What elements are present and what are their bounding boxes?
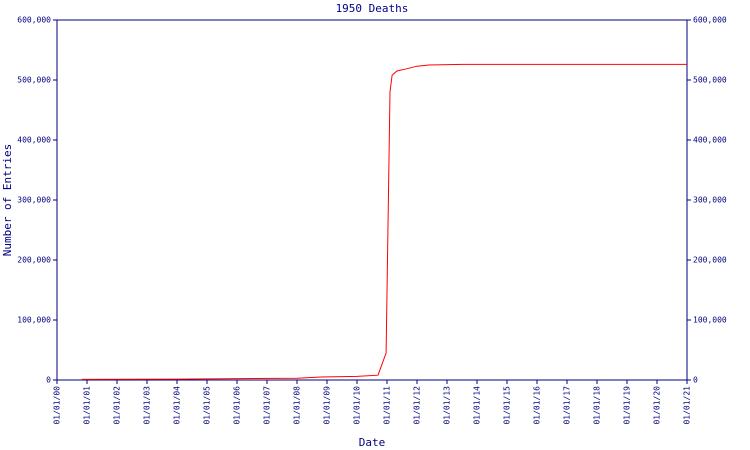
x-tick-label: 01/01/01: [83, 386, 92, 425]
y2-tick-label: 100,000: [693, 316, 727, 325]
x-tick-label: 01/01/09: [323, 386, 332, 425]
x-tick-label: 01/01/17: [563, 386, 572, 425]
y-tick-label: 400,000: [17, 136, 51, 145]
y-tick-label: 500,000: [17, 76, 51, 85]
y2-tick-label: 500,000: [693, 76, 727, 85]
y-tick-label: 0: [46, 376, 51, 385]
x-tick-label: 01/01/13: [443, 386, 452, 425]
data-line: [81, 63, 687, 380]
y-axis-label: Number of Entries: [1, 144, 14, 257]
x-tick-label: 01/01/07: [263, 386, 272, 425]
x-tick-label: 01/01/20: [653, 386, 662, 425]
x-tick-label: 01/01/18: [593, 386, 602, 425]
y-tick-label: 100,000: [17, 316, 51, 325]
y2-tick-label: 600,000: [693, 16, 727, 25]
x-tick-label: 01/01/11: [383, 386, 392, 425]
x-tick-label: 01/01/00: [53, 386, 62, 425]
x-tick-label: 01/01/06: [233, 386, 242, 425]
x-tick-label: 01/01/02: [113, 386, 122, 425]
x-tick-label: 01/01/04: [173, 386, 182, 425]
x-tick-label: 01/01/16: [533, 386, 542, 425]
x-tick-label: 01/01/10: [353, 386, 362, 425]
x-tick-label: 01/01/14: [473, 386, 482, 425]
plot-frame: [56, 19, 688, 381]
chart-title: 1950 Deaths: [336, 2, 409, 15]
x-tick-label: 01/01/19: [623, 386, 632, 425]
x-tick-label: 01/01/15: [503, 386, 512, 425]
y-tick-label: 200,000: [17, 256, 51, 265]
y-tick-label: 600,000: [17, 16, 51, 25]
x-tick-label: 01/01/08: [293, 386, 302, 425]
y2-tick-label: 200,000: [693, 256, 727, 265]
x-tick-label: 01/01/12: [413, 386, 422, 425]
y-tick-label: 300,000: [17, 196, 51, 205]
x-tick-label: 01/01/05: [203, 386, 212, 425]
y2-tick-label: 0: [693, 376, 698, 385]
y2-tick-label: 400,000: [693, 136, 727, 145]
x-tick-label: 01/01/03: [143, 386, 152, 425]
x-axis-label: Date: [359, 436, 386, 449]
y2-tick-label: 300,000: [693, 196, 727, 205]
x-tick-label: 01/01/21: [683, 386, 692, 425]
